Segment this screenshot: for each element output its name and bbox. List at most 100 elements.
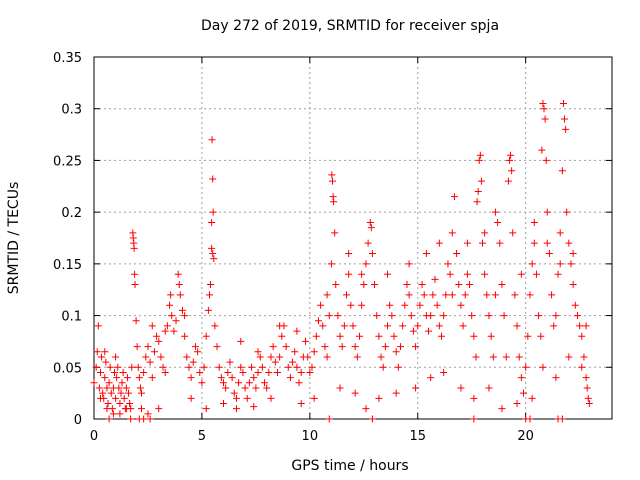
data-point bbox=[332, 281, 340, 289]
data-point bbox=[109, 410, 117, 418]
data-point bbox=[371, 281, 379, 289]
data-point bbox=[98, 353, 106, 361]
data-point bbox=[284, 363, 292, 371]
data-point bbox=[250, 403, 258, 411]
data-point bbox=[254, 348, 262, 356]
data-point bbox=[498, 405, 506, 413]
data-point bbox=[161, 327, 169, 335]
data-point bbox=[237, 363, 245, 371]
data-point bbox=[556, 260, 564, 268]
data-point bbox=[520, 389, 528, 397]
data-point bbox=[334, 312, 342, 320]
data-point bbox=[396, 343, 404, 351]
data-point bbox=[338, 343, 346, 351]
data-point bbox=[540, 105, 548, 113]
data-point bbox=[187, 394, 195, 402]
data-point bbox=[163, 322, 171, 330]
data-point bbox=[133, 343, 141, 351]
data-point bbox=[584, 394, 592, 402]
data-point bbox=[513, 322, 521, 330]
data-point bbox=[175, 281, 183, 289]
data-point bbox=[174, 270, 182, 278]
data-point bbox=[209, 175, 217, 183]
data-point bbox=[150, 348, 158, 356]
data-point bbox=[427, 312, 435, 320]
data-point bbox=[278, 332, 286, 340]
data-point bbox=[209, 208, 217, 216]
data-point bbox=[166, 301, 174, 309]
data-point bbox=[187, 374, 195, 382]
data-point bbox=[358, 301, 366, 309]
data-point bbox=[103, 405, 111, 413]
data-point bbox=[146, 358, 154, 366]
data-point bbox=[552, 374, 560, 382]
data-point bbox=[117, 389, 125, 397]
data-point bbox=[245, 379, 253, 387]
x-tick-label: 10 bbox=[302, 429, 319, 444]
data-point bbox=[323, 353, 331, 361]
data-point bbox=[583, 384, 591, 392]
data-point bbox=[468, 312, 476, 320]
data-point bbox=[388, 312, 396, 320]
data-point bbox=[384, 322, 392, 330]
data-point bbox=[106, 363, 114, 371]
data-point bbox=[556, 229, 564, 237]
data-point bbox=[131, 281, 139, 289]
data-point bbox=[498, 281, 506, 289]
data-point bbox=[582, 322, 590, 330]
data-point bbox=[563, 208, 571, 216]
data-point bbox=[96, 394, 104, 402]
data-point bbox=[412, 343, 420, 351]
data-point bbox=[112, 353, 120, 361]
data-point bbox=[207, 281, 215, 289]
data-point bbox=[113, 374, 121, 382]
data-point bbox=[276, 353, 284, 361]
data-point bbox=[295, 379, 303, 387]
data-point bbox=[554, 270, 562, 278]
data-point bbox=[446, 270, 454, 278]
data-point bbox=[205, 291, 213, 299]
data-point bbox=[312, 332, 320, 340]
data-point bbox=[347, 301, 355, 309]
data-point bbox=[429, 291, 437, 299]
axis-ticks: 0 5 10 15 20 0 0.05 0.1 0.15 0.2 0.25 0.3 0.35 bbox=[53, 51, 612, 444]
data-point bbox=[487, 332, 495, 340]
data-point bbox=[237, 337, 245, 345]
data-point bbox=[148, 322, 156, 330]
data-point bbox=[470, 415, 478, 423]
data-point bbox=[578, 332, 586, 340]
data-point bbox=[93, 348, 101, 356]
data-point bbox=[528, 260, 536, 268]
data-point bbox=[485, 384, 493, 392]
data-point bbox=[101, 348, 109, 356]
data-point bbox=[271, 358, 279, 366]
data-point bbox=[559, 100, 567, 108]
data-point bbox=[304, 353, 312, 361]
data-point bbox=[168, 312, 176, 320]
data-point bbox=[155, 405, 163, 413]
data-point bbox=[433, 301, 441, 309]
data-point bbox=[401, 301, 409, 309]
data-point bbox=[362, 260, 370, 268]
data-point bbox=[351, 389, 359, 397]
data-point bbox=[379, 363, 387, 371]
data-point bbox=[481, 229, 489, 237]
data-point bbox=[538, 146, 546, 154]
data-point bbox=[526, 291, 534, 299]
y-tick-label: 0.35 bbox=[53, 51, 82, 66]
data-point bbox=[222, 384, 230, 392]
data-point bbox=[450, 193, 458, 201]
data-point bbox=[530, 218, 538, 226]
data-point bbox=[115, 384, 123, 392]
data-point bbox=[375, 394, 383, 402]
data-point bbox=[181, 312, 189, 320]
data-point bbox=[373, 312, 381, 320]
data-point bbox=[435, 239, 443, 247]
data-point bbox=[252, 384, 260, 392]
data-point bbox=[491, 291, 499, 299]
data-point bbox=[142, 353, 150, 361]
data-point bbox=[321, 343, 329, 351]
data-point bbox=[351, 343, 359, 351]
x-tick-label: 0 bbox=[90, 429, 98, 444]
